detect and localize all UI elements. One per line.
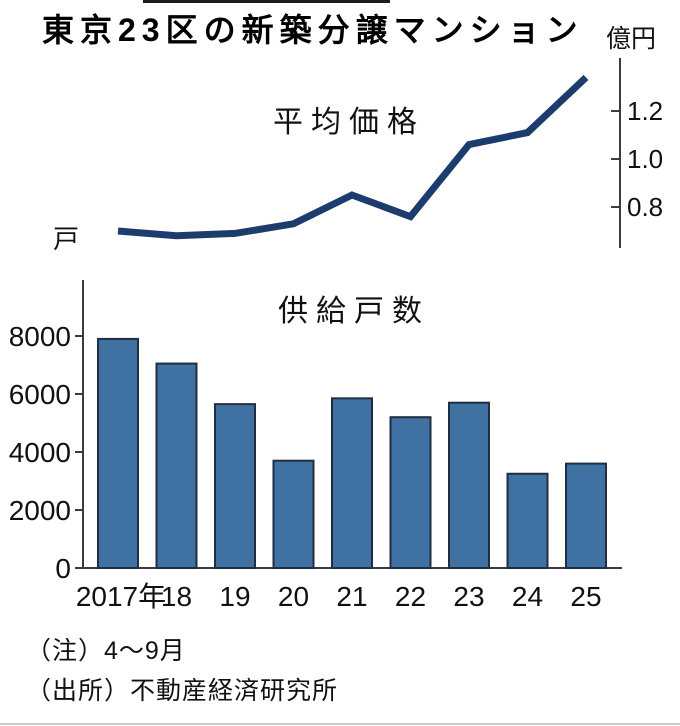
supply-axis-unit-label: 戸 <box>53 224 80 254</box>
price-line <box>117 74 589 240</box>
supply-bar-23 <box>448 401 490 570</box>
price-y-tick-label: 1.2 <box>627 96 663 126</box>
supply-bar-19 <box>214 403 256 569</box>
supply-bar-20 <box>272 459 315 570</box>
supply-x-label: 18 <box>161 581 192 612</box>
price-axis-unit-label: 億円 <box>606 25 657 53</box>
supply-y-tick-label: 2000 <box>9 495 71 526</box>
price-y-tick-label: 0.8 <box>627 192 663 222</box>
supply-bar-21 <box>331 397 373 569</box>
price-y-tick-label: 1.0 <box>627 144 663 174</box>
supply-x-label: 21 <box>336 581 367 612</box>
supply-x-label: 23 <box>453 581 484 612</box>
supply-bar-25 <box>565 462 607 570</box>
supply-x-label: 25 <box>570 581 601 612</box>
note-source: （出所）不動産経済研究所 <box>26 677 339 705</box>
supply-bar-22 <box>389 416 432 570</box>
supply-bar-2017年 <box>97 337 139 569</box>
supply-y-tick-label: 8000 <box>9 321 71 352</box>
top-crop-artifact <box>143 0 390 3</box>
supply-x-label: 19 <box>219 581 250 612</box>
supply-x-label: 20 <box>278 581 309 612</box>
supply-series-label: 供給戸数 <box>278 295 430 328</box>
supply-y-tick-label: 6000 <box>9 379 71 410</box>
supply-y-tick-label: 0 <box>55 553 71 584</box>
bottom-divider <box>0 723 680 725</box>
supply-bar-24 <box>506 472 549 569</box>
figure-title: 東京23区の新築分譲マンション <box>42 12 584 48</box>
supply-y-tick-label: 4000 <box>9 437 71 468</box>
supply-x-label: 24 <box>512 581 543 612</box>
price-series-label: 平均価格 <box>273 106 425 139</box>
supply-bar-18 <box>155 362 198 569</box>
supply-x-label: 2017年 <box>76 581 166 612</box>
note-period: （注）4～9月 <box>26 637 186 665</box>
supply-x-label: 22 <box>395 581 426 612</box>
